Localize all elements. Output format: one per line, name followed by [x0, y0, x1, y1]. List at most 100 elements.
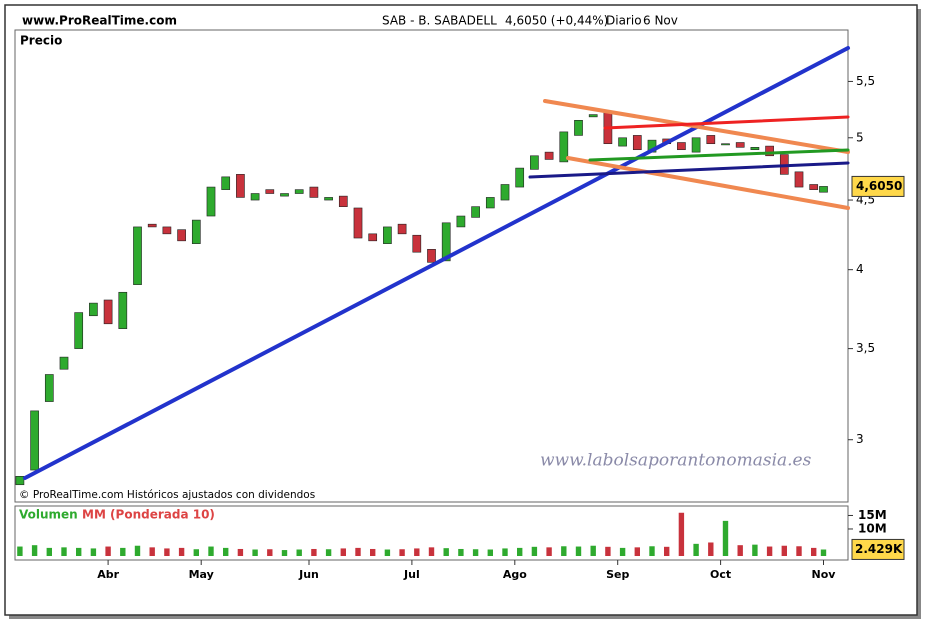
volume-bar [619, 547, 626, 556]
y-tick-label: 5,5 [856, 74, 875, 88]
trend-line [588, 148, 850, 162]
volume-bar [546, 547, 552, 556]
candle [750, 147, 760, 151]
volume-bar [678, 512, 685, 556]
x-tick-label: Abr [97, 568, 119, 581]
volume-bar [664, 546, 670, 556]
volume-bar [237, 548, 244, 556]
candle [338, 195, 348, 207]
candle [809, 184, 819, 190]
volume-bar [820, 549, 827, 556]
candle [412, 234, 422, 253]
volume-bar [384, 549, 391, 556]
candle [559, 131, 569, 163]
trend-line [603, 115, 850, 130]
volume-bar [90, 548, 97, 556]
candle [500, 184, 510, 201]
candle [485, 197, 495, 209]
volume-bar [340, 548, 346, 556]
volume-bar [46, 547, 52, 556]
candle [59, 356, 69, 370]
volume-bar [208, 546, 214, 556]
candle [765, 145, 774, 157]
candle [691, 137, 701, 153]
volume-bar [223, 547, 229, 556]
candle [588, 114, 598, 118]
candle [471, 206, 480, 218]
candle [265, 189, 275, 194]
candle [794, 171, 804, 188]
trend-lines [23, 46, 850, 480]
volume-bar [178, 547, 185, 556]
candle [324, 197, 333, 201]
volume-bar [370, 548, 376, 556]
volume-bar [17, 546, 23, 556]
volume-bar [193, 549, 199, 556]
volume-bar [649, 546, 655, 556]
y-tick-label: 5 [856, 130, 864, 144]
volume-bar [31, 545, 38, 556]
candle [250, 193, 260, 201]
candle [236, 174, 245, 198]
volume-bar [722, 520, 729, 556]
volume-bar [781, 545, 787, 556]
volume-bar [120, 547, 126, 556]
volume-bar [590, 545, 596, 556]
last-price-box [851, 175, 905, 197]
watermark: www.labolsaporantonomasia.es [540, 451, 812, 471]
candle [544, 151, 554, 160]
candle [515, 167, 525, 188]
y-tick-label: 4 [856, 262, 864, 276]
ma-label: MM (Ponderada 10) [82, 508, 215, 522]
candle [147, 223, 157, 228]
candle [368, 233, 378, 242]
volume-bar [61, 547, 67, 556]
volume-bar [296, 549, 302, 556]
volume-bar [752, 544, 758, 556]
chart-title: SAB - B. SABADELL [382, 14, 497, 28]
trend-line [23, 46, 850, 480]
volume-bar [458, 548, 464, 556]
trend-line [528, 161, 850, 179]
candle [44, 374, 54, 402]
x-tick-label: Sep [606, 568, 629, 581]
candle [221, 176, 231, 190]
x-tick-label: Nov [812, 568, 837, 581]
volume-bar [134, 545, 141, 556]
x-tick-label: Jun [298, 568, 319, 581]
y-tick-label: 3,5 [856, 341, 875, 355]
volume-bar [311, 548, 317, 556]
volume-bar [149, 547, 155, 556]
candle [280, 193, 289, 197]
volume-tick-label: 10M [858, 521, 887, 535]
volume-bar [708, 542, 714, 556]
volume-bar [517, 547, 523, 556]
panel-label: Precio [20, 34, 62, 48]
candle [706, 135, 716, 145]
volume-bar [428, 547, 435, 556]
candle [30, 410, 39, 471]
last-price-label: 4,6050 [856, 179, 902, 193]
volume-bar [487, 549, 493, 556]
candle [735, 142, 745, 148]
candle [15, 475, 25, 486]
volume-bar [76, 547, 82, 556]
candle [74, 312, 84, 349]
candle [397, 223, 407, 235]
date: 6 Nov [643, 14, 678, 28]
volume-tick-label: 15M [858, 508, 887, 522]
candle [294, 189, 304, 194]
copyright: © ProRealTime.com Históricos ajustados c… [19, 489, 315, 501]
volume-bar [575, 546, 582, 556]
volume-bar [281, 550, 288, 556]
candle [574, 119, 583, 136]
volume-bar [561, 546, 567, 556]
candle [89, 302, 98, 317]
candle [632, 135, 642, 151]
candle [721, 143, 730, 146]
x-tick-label: Ago [503, 568, 527, 581]
x-tick-label: Oct [710, 568, 731, 581]
volume-bar [267, 549, 273, 556]
